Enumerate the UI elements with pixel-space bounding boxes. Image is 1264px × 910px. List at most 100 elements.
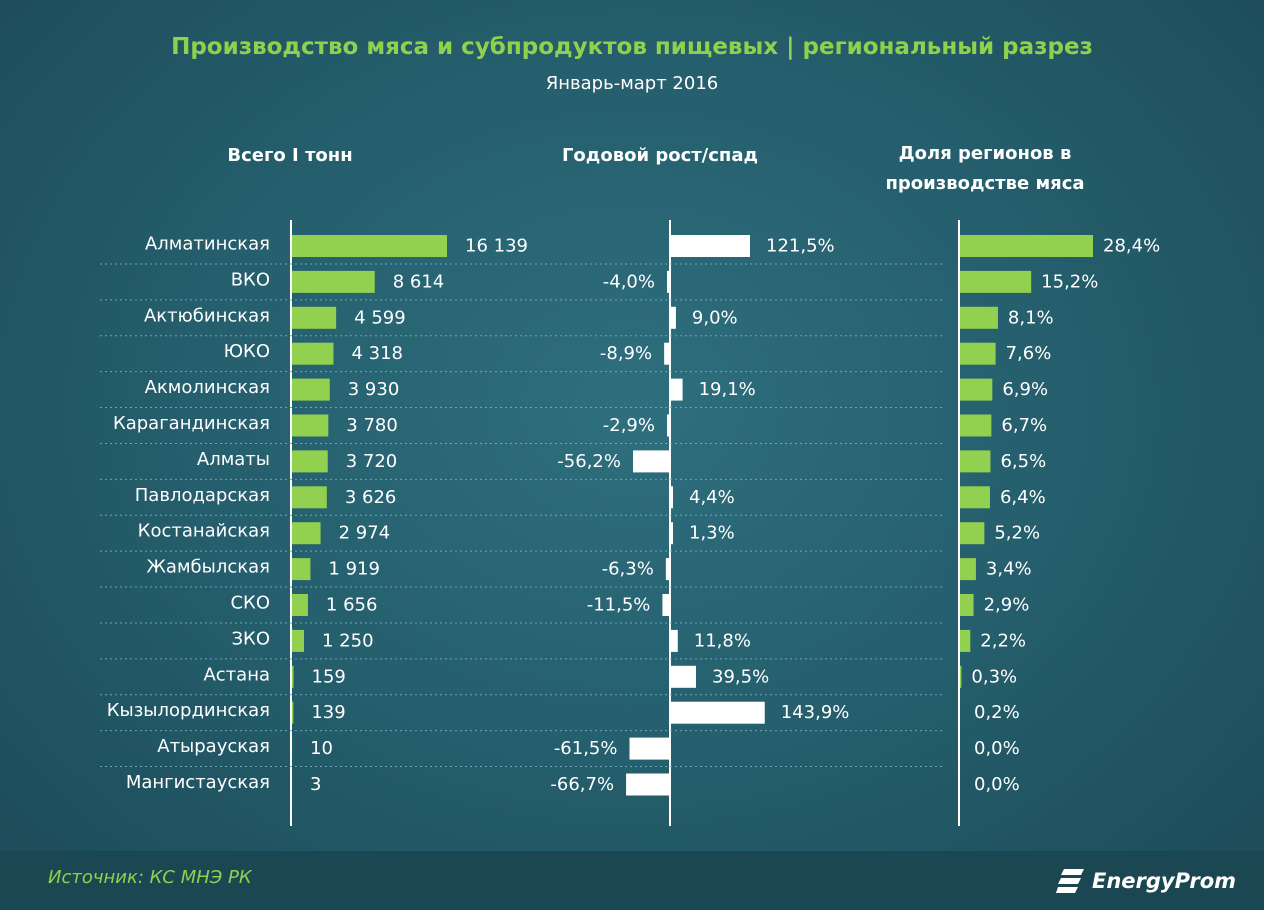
data-label-total: 1 919 [328, 559, 380, 580]
data-label-growth: -66,7% [550, 774, 614, 795]
bar-total [292, 594, 308, 616]
data-label-growth: 39,5% [712, 666, 769, 687]
category-label: Акмолинская [145, 377, 270, 398]
bar-share [960, 665, 962, 688]
data-label-share: 6,7% [1001, 415, 1047, 436]
data-label-total: 3 930 [348, 379, 400, 400]
data-label-growth: -6,3% [602, 559, 654, 580]
energyprom-logo-icon [1056, 869, 1084, 893]
bar-growth [626, 773, 670, 796]
data-label-share: 6,9% [1002, 379, 1048, 400]
bar-total [292, 558, 311, 581]
bar-total [292, 378, 330, 401]
data-label-growth: -2,9% [603, 415, 655, 436]
data-label-growth: 11,8% [694, 630, 751, 651]
bar-share [960, 558, 976, 581]
data-label-share: 28,4% [1103, 236, 1160, 257]
data-label-total: 8 614 [393, 271, 445, 292]
data-label-growth: -61,5% [554, 738, 618, 759]
bar-share [960, 414, 992, 437]
data-label-share: 6,4% [1000, 487, 1046, 508]
data-label-share: 2,9% [984, 595, 1030, 616]
bar-growth [670, 378, 683, 401]
data-label-total: 3 [310, 774, 321, 795]
category-label: Актюбинская [144, 305, 270, 326]
source-note: Источник: КС МНЭ РК [48, 867, 252, 888]
bar-share [960, 270, 1032, 293]
bar-growth [670, 306, 676, 329]
bar-growth [670, 701, 765, 724]
category-label: Атырауская [157, 736, 270, 757]
category-label: ЗКО [232, 628, 271, 649]
bar-total [292, 701, 294, 724]
data-label-growth: -11,5% [587, 595, 651, 616]
data-label-growth: 143,9% [781, 702, 850, 723]
data-label-total: 4 599 [354, 307, 406, 328]
data-label-growth: -8,9% [600, 343, 652, 364]
bar-growth [670, 629, 678, 652]
bar-share [960, 378, 993, 401]
data-label-total: 10 [310, 738, 333, 759]
data-label-growth: -56,2% [557, 451, 621, 472]
data-label-total: 2 974 [339, 523, 391, 544]
bar-growth [629, 737, 670, 760]
data-label-share: 0,0% [974, 738, 1020, 759]
bar-growth [667, 414, 670, 437]
bar-share [960, 629, 971, 652]
bar-total [292, 342, 334, 365]
category-label: Карагандинская [113, 413, 270, 434]
data-label-share: 6,5% [1000, 451, 1046, 472]
category-label: ВКО [231, 269, 270, 290]
data-label-total: 3 626 [345, 487, 397, 508]
bar-growth [670, 486, 673, 509]
bar-share [960, 235, 1093, 257]
data-label-growth: 4,4% [689, 487, 735, 508]
category-label: Алматы [197, 449, 270, 470]
data-label-share: 0,2% [974, 702, 1020, 723]
category-label: ЮКО [224, 341, 270, 362]
category-label: Кызылординская [107, 700, 270, 721]
data-label-total: 16 139 [465, 236, 528, 257]
category-label: Жамбылская [147, 557, 270, 578]
data-label-total: 139 [311, 702, 345, 723]
column-header-share-line1: Доля регионов в [898, 143, 1072, 164]
bar-total [292, 306, 337, 329]
bar-total [292, 235, 447, 257]
chart-subtitle: Январь-март 2016 [545, 73, 719, 94]
data-label-share: 5,2% [994, 523, 1040, 544]
bar-growth [664, 342, 670, 365]
bar-growth [670, 522, 673, 545]
data-label-total: 3 780 [346, 415, 398, 436]
data-label-share: 2,2% [980, 630, 1026, 651]
category-label: Алматинская [145, 234, 270, 255]
bar-total [292, 450, 328, 473]
bar-growth [662, 594, 670, 616]
column-header-growth: Годовой рост/спад [561, 145, 759, 166]
bar-growth [670, 665, 697, 688]
category-label: Костанайская [138, 521, 270, 542]
category-label: Мангистауская [126, 772, 270, 793]
bar-share [960, 450, 991, 473]
bar-total [292, 486, 327, 509]
data-label-share: 8,1% [1008, 307, 1054, 328]
category-label: Павлодарская [135, 485, 270, 506]
data-label-growth: 1,3% [689, 523, 735, 544]
data-label-total: 159 [312, 666, 346, 687]
bar-growth [667, 270, 670, 293]
bar-total [292, 629, 305, 652]
bar-total [292, 414, 329, 437]
data-label-growth: -4,0% [603, 271, 655, 292]
data-label-total: 4 318 [351, 343, 403, 364]
data-label-share: 0,0% [974, 774, 1020, 795]
data-label-share: 3,4% [986, 559, 1032, 580]
energyprom-logo: EnergyProm [1056, 864, 1236, 898]
category-label: Астана [203, 664, 270, 685]
bar-total [292, 665, 294, 688]
footer-band [0, 851, 1264, 910]
data-label-growth: 19,1% [699, 379, 756, 400]
bar-growth [632, 450, 670, 473]
bar-share [960, 594, 974, 616]
column-header-total: Всего І тонн [227, 145, 353, 166]
data-label-share: 7,6% [1006, 343, 1052, 364]
